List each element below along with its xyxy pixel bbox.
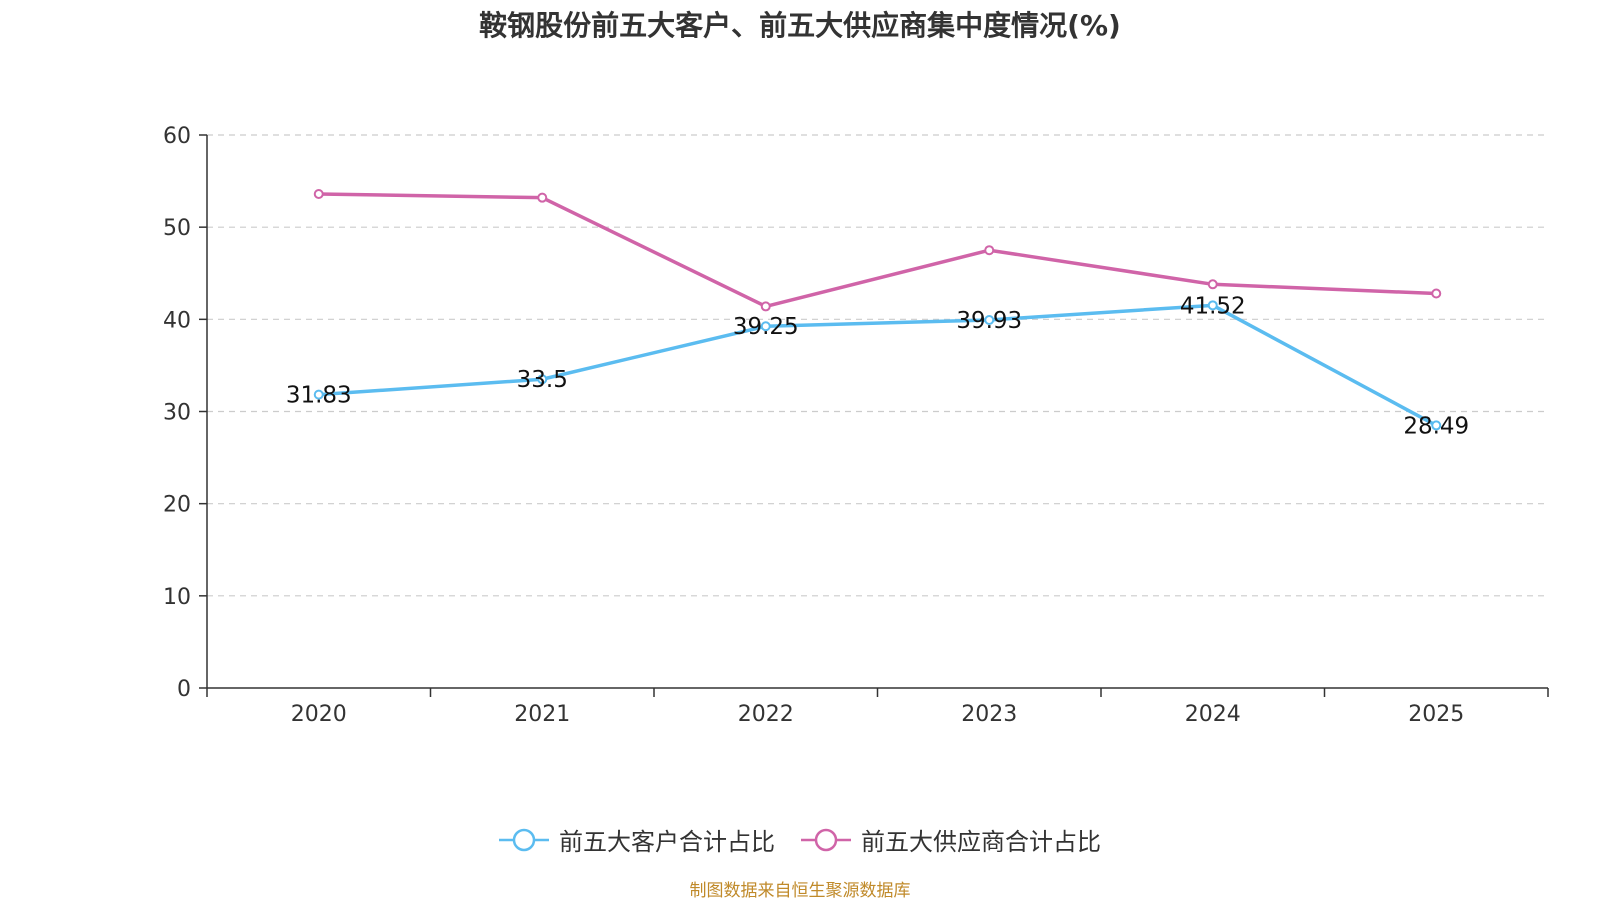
x-tick-label: 2024 — [1185, 702, 1241, 727]
data-point — [1207, 279, 1218, 290]
legend-label-customers: 前五大客户合计占比 — [559, 828, 775, 856]
data-point — [537, 192, 548, 203]
legend-label-suppliers: 前五大供应商合计占比 — [861, 828, 1101, 856]
legend-line-circle-icon — [801, 828, 851, 851]
y-tick-label: 60 — [163, 124, 191, 149]
y-tick-label: 10 — [163, 585, 191, 610]
chart-title: 鞍钢股份前五大客户、前五大供应商集中度情况(%) — [479, 9, 1121, 42]
data-point — [313, 389, 324, 400]
legend-item-customers[interactable]: 前五大客户合计占比 — [499, 822, 775, 857]
data-point — [760, 321, 771, 332]
x-tick-label: 2020 — [291, 702, 347, 727]
x-tick-label: 2022 — [738, 702, 794, 727]
y-tick-label: 50 — [163, 216, 191, 241]
y-tick-label: 30 — [163, 401, 191, 426]
data-label: 39.93 — [956, 308, 1022, 334]
x-tick-label: 2023 — [961, 702, 1017, 727]
legend-item-suppliers[interactable]: 前五大供应商合计占比 — [801, 822, 1101, 857]
series-line-suppliers — [318, 192, 1437, 309]
legend: 前五大客户合计占比 前五大供应商合计占比 — [0, 822, 1600, 857]
data-label: 28.49 — [1403, 413, 1469, 439]
data-point — [1431, 288, 1442, 299]
x-tick-label: 2021 — [514, 702, 570, 727]
data-point — [984, 314, 995, 325]
data-label: 41.52 — [1180, 293, 1246, 319]
x-tick-label: 2025 — [1408, 702, 1464, 727]
data-point — [1431, 420, 1442, 431]
data-point — [1207, 300, 1218, 311]
data-point — [984, 245, 995, 256]
y-tick-label: 0 — [177, 677, 191, 702]
y-tick-label: 20 — [163, 493, 191, 518]
data-label: 31.83 — [286, 383, 352, 409]
data-point — [537, 374, 548, 385]
data-point — [760, 301, 771, 312]
series-line-customers — [318, 303, 1438, 427]
data-label: 33.5 — [517, 367, 568, 393]
data-label: 39.25 — [733, 314, 799, 340]
legend-line-circle-icon — [499, 828, 549, 851]
source-note: 制图数据来自恒生聚源数据库 — [689, 881, 911, 901]
y-tick-label: 40 — [163, 308, 191, 333]
data-point — [313, 188, 324, 199]
